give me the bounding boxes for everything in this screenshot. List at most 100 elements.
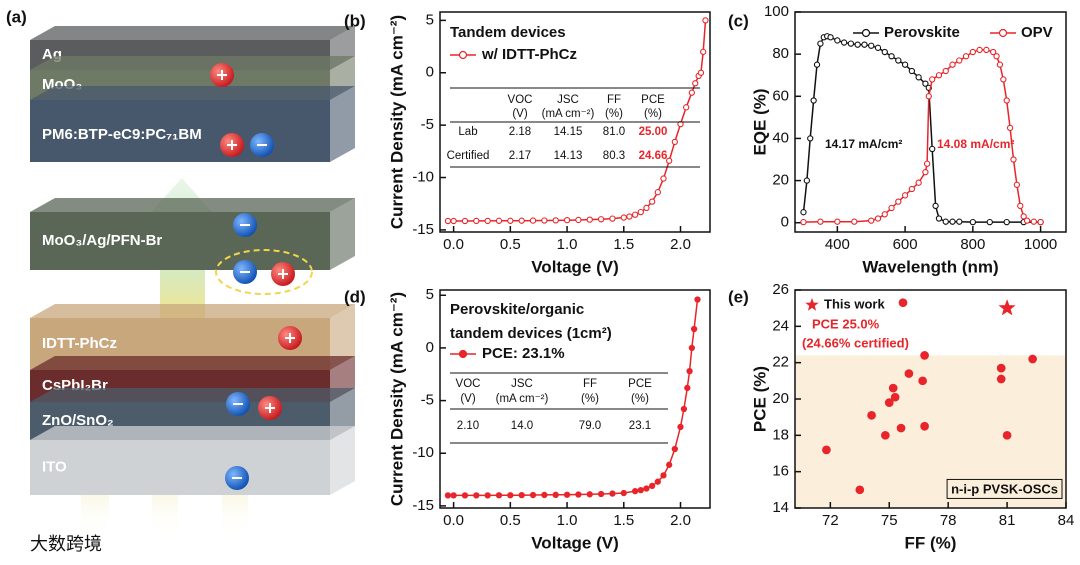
plot-frame: [439, 289, 711, 509]
data-point: [925, 93, 932, 100]
layer-side: [330, 426, 355, 495]
y-tick-label: 0: [426, 64, 434, 81]
data-point: [932, 202, 939, 210]
table-cell: 24.66: [639, 150, 668, 162]
legend-title: Perovskite/organic: [450, 301, 584, 318]
data-point: [671, 138, 678, 146]
y-tick-label: 40: [772, 129, 789, 146]
data-point: [888, 53, 895, 60]
data-point: [834, 37, 841, 44]
data-point: [609, 490, 616, 497]
data-point: [643, 204, 650, 212]
data-point: [626, 213, 633, 220]
data-point: [929, 145, 936, 153]
data-point: [666, 157, 673, 164]
data-point: [666, 461, 673, 468]
table-header: (V): [512, 108, 528, 120]
data-point: [541, 217, 548, 224]
layer-top: [30, 356, 355, 370]
data-point: [1003, 218, 1010, 226]
data-point: [854, 41, 861, 48]
y-tick-label: 26: [772, 281, 789, 298]
table-cell: 80.3: [603, 150, 625, 162]
data-point: [935, 215, 943, 222]
data-point: [518, 492, 525, 499]
data-point: [597, 216, 605, 223]
layer-top: [30, 26, 355, 40]
legend-label: Perovskite: [884, 24, 960, 41]
y-tick-label: 80: [772, 45, 789, 62]
panel-label: (c): [728, 11, 749, 30]
data-point: [697, 69, 705, 76]
x-tick-label: 1000: [1024, 236, 1057, 253]
data-point: [813, 61, 821, 68]
data-point: [942, 67, 949, 75]
table-header: (mA cm⁻²): [496, 393, 549, 405]
y-tick-label: 0: [426, 339, 434, 356]
y-axis-label: Current Density (mA cm⁻²): [387, 292, 406, 506]
data-point: [861, 41, 868, 48]
data-point: [690, 325, 698, 333]
shaded-region: [795, 355, 1066, 508]
data-point: [868, 42, 875, 49]
data-point: [817, 40, 824, 47]
table-cell: Lab: [458, 126, 477, 138]
table-cell: 2.18: [509, 126, 531, 138]
legend-label: PCE: 23.1%: [482, 345, 565, 362]
region-label-box: [946, 478, 1063, 499]
data-point: [444, 492, 452, 499]
table-cell: 2.10: [457, 420, 479, 432]
data-point: [996, 61, 1004, 68]
data-point: [855, 485, 865, 495]
layer: [30, 440, 330, 495]
data-point: [956, 218, 963, 225]
data-point: [552, 491, 559, 498]
data-point: [495, 492, 503, 499]
y-tick-label: -15: [412, 221, 434, 238]
y-tick-label: 18: [772, 426, 789, 443]
data-point: [949, 61, 956, 68]
layer-top: [30, 56, 355, 70]
data-point: [807, 135, 814, 142]
data-point: [620, 214, 627, 221]
data-point: [915, 74, 922, 81]
data-point: [881, 48, 888, 56]
data-point: [473, 217, 480, 225]
x-axis-label: Voltage (V): [531, 257, 619, 276]
plot-frame: [794, 11, 1067, 233]
watermark: 大数跨境: [30, 534, 102, 554]
data-point: [654, 478, 661, 485]
x-tick-label: 0.0: [443, 236, 464, 253]
y-tick-label: 5: [426, 286, 434, 303]
data-point: [920, 351, 929, 360]
data-point: [996, 363, 1006, 373]
data-point: [660, 472, 667, 479]
data-point: [915, 179, 922, 186]
x-tick-label: 1.0: [557, 512, 578, 529]
data-point: [1037, 218, 1044, 226]
data-point: [1020, 213, 1027, 220]
data-point: [969, 48, 976, 56]
layer-label: MoO₃/Ag/PFN-Br: [42, 232, 162, 249]
data-point: [686, 367, 693, 375]
data-point: [507, 492, 514, 499]
layer-label: PM6:BTP-eC9:PC₇₁BM: [42, 126, 202, 143]
device-diagram: (a)AgMoO₃PM6:BTP-eC9:PC₇₁BMMoO₃/Ag/PFN-B…: [6, 7, 355, 554]
data-point: [990, 48, 997, 56]
data-point: [461, 492, 469, 499]
x-tick-label: 84: [1058, 512, 1075, 529]
table-cell: 25.00: [639, 126, 668, 138]
legend-marker: [458, 349, 468, 359]
data-point: [654, 189, 661, 196]
layer-label: ZnO/SnO₂: [42, 412, 114, 429]
data-point: [563, 217, 571, 224]
data-point: [847, 40, 855, 47]
x-tick-label: 1.5: [613, 512, 634, 529]
data-point: [929, 76, 936, 83]
data-point: [851, 218, 858, 225]
data-point: [890, 392, 900, 402]
data-point: [901, 192, 909, 199]
y-tick-label: 14: [772, 499, 789, 516]
data-point: [484, 217, 491, 225]
